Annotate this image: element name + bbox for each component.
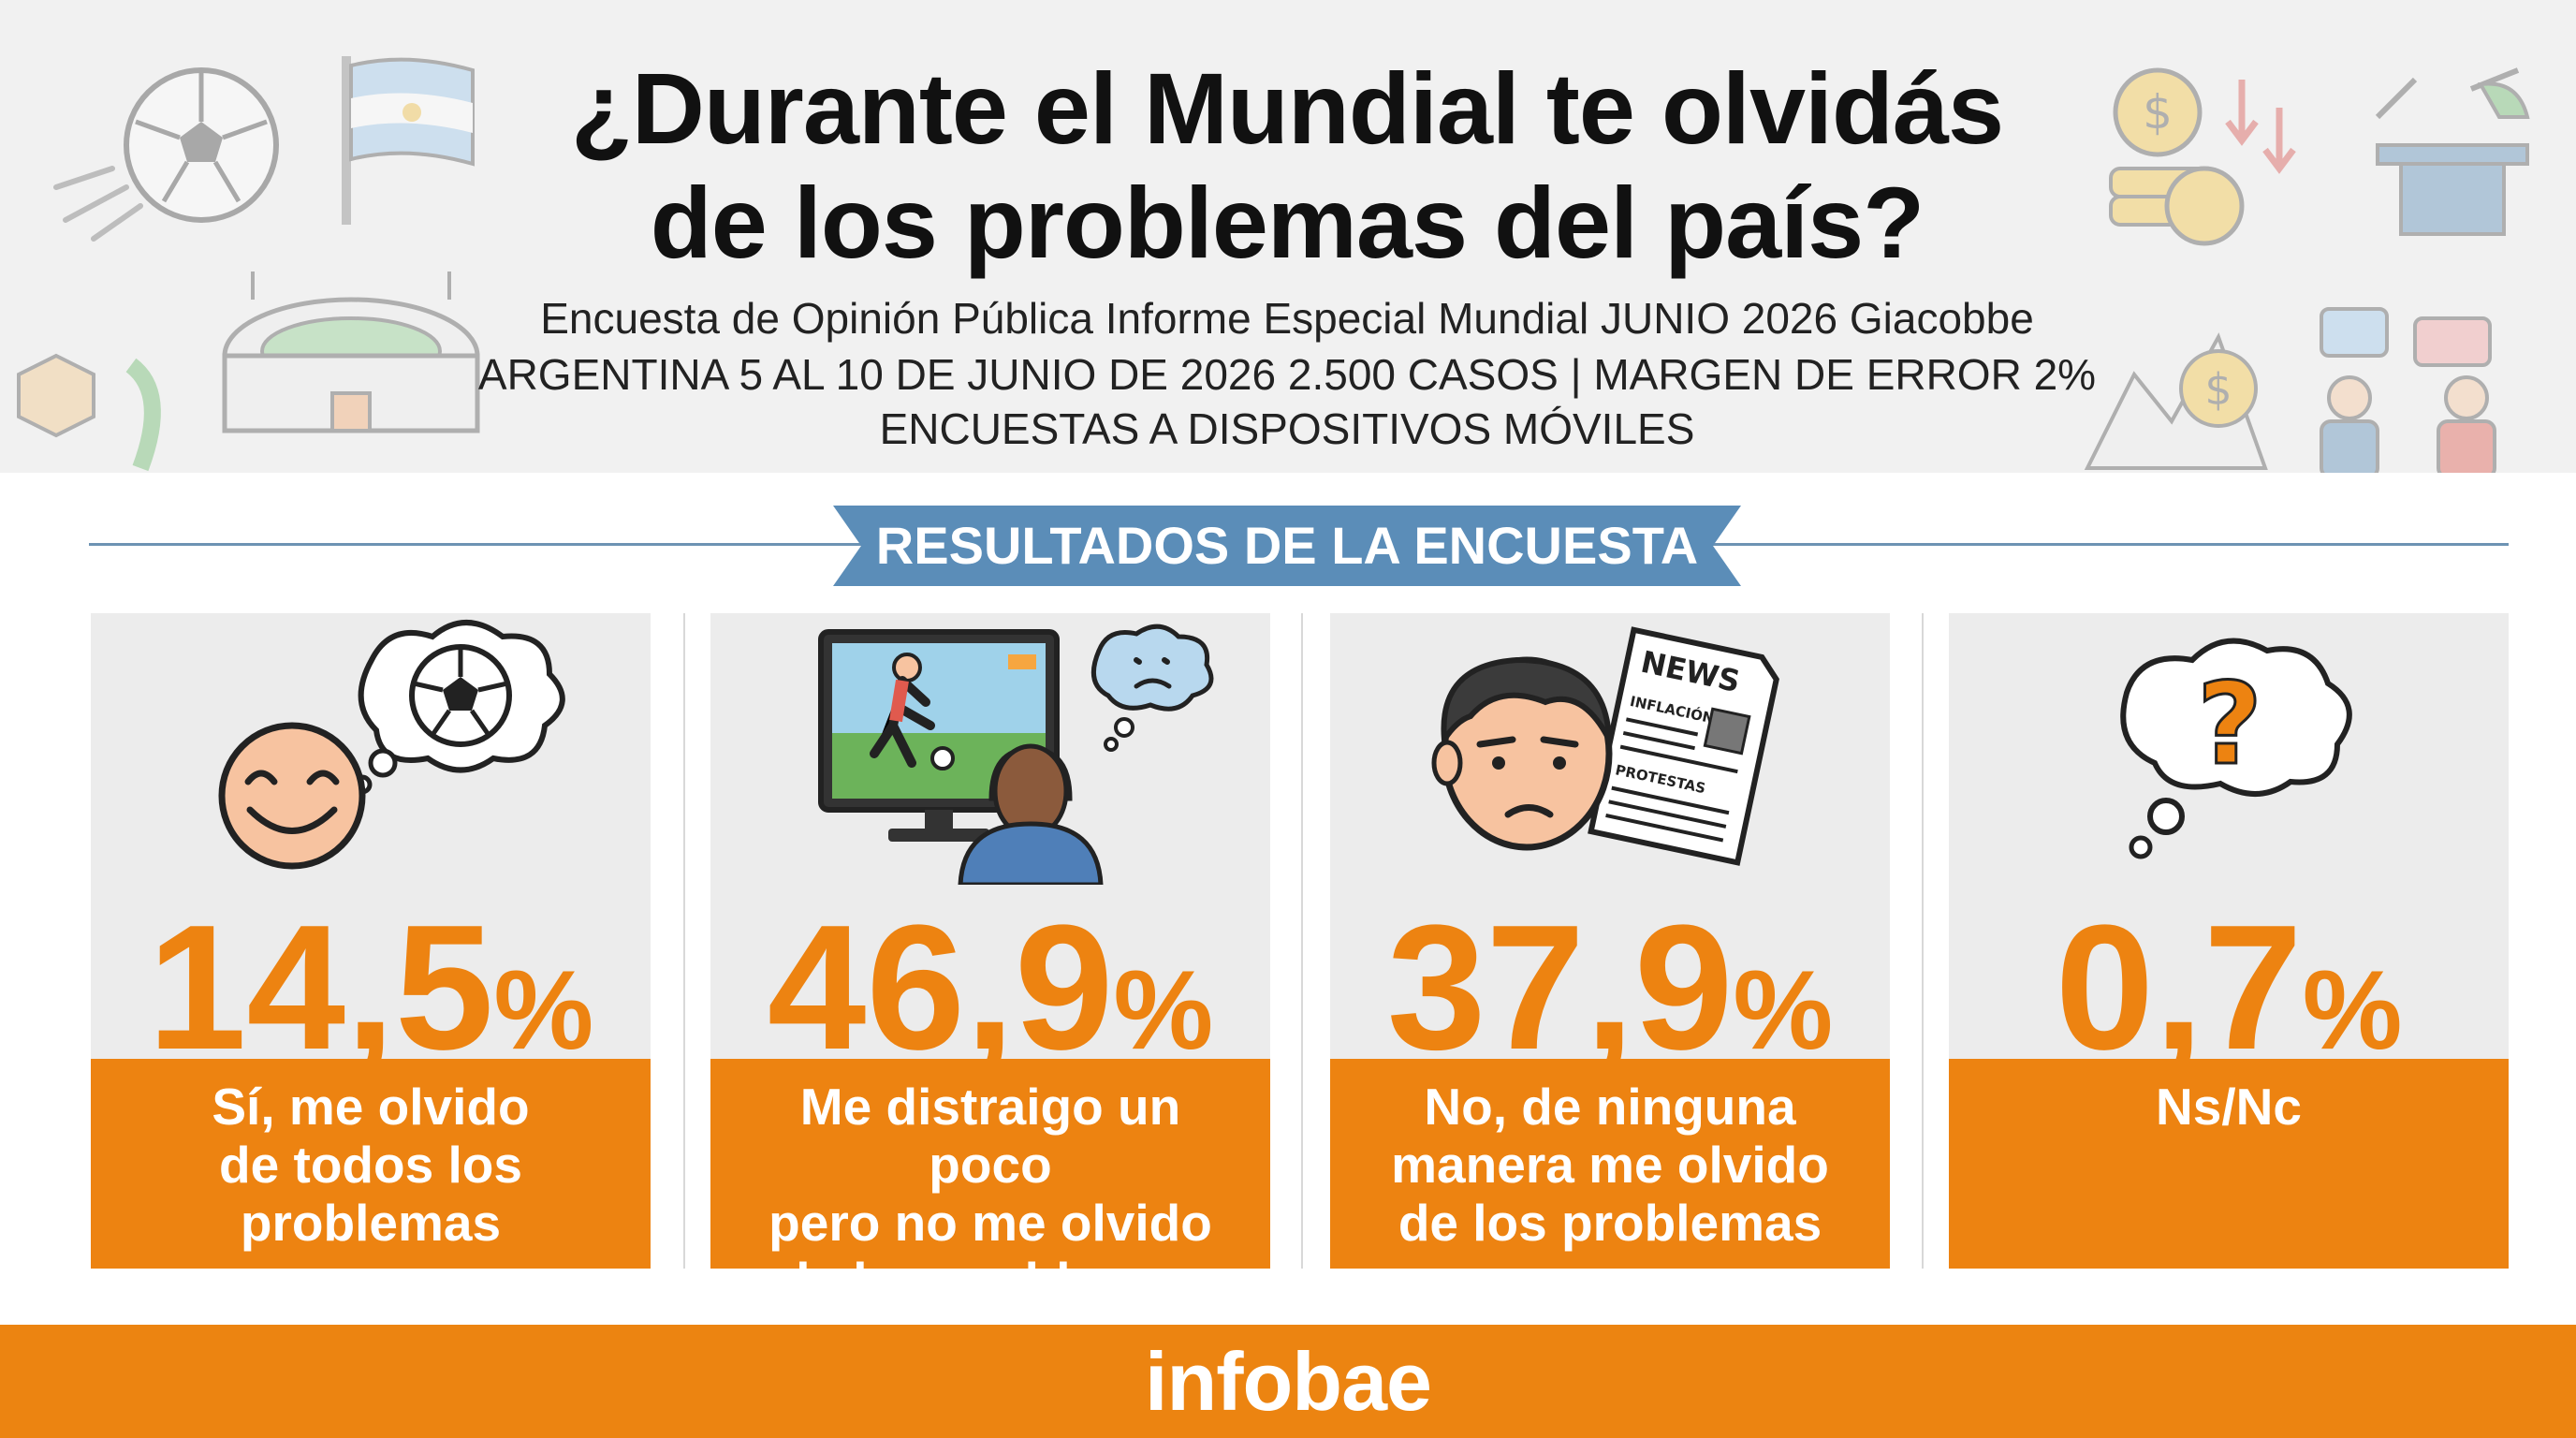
footer: infobae bbox=[0, 1325, 2576, 1438]
result-value-4-number: 0,7 bbox=[2055, 888, 2303, 1087]
svg-text:$: $ bbox=[2204, 364, 2232, 415]
soccer-ball-icon bbox=[53, 67, 279, 242]
result-label-1-line-3: problemas bbox=[240, 1194, 502, 1252]
card-divider-3 bbox=[1922, 613, 1924, 1269]
result-label-3: No, de ninguna manera me olvido de los p… bbox=[1391, 1078, 1829, 1252]
result-label-1-line-1: Sí, me olvido bbox=[212, 1078, 530, 1136]
result-value-4: 0,7% bbox=[1949, 894, 2509, 1081]
result-label-box-2: Me distraigo un poco pero no me olvido d… bbox=[710, 1059, 1270, 1310]
subtitle-line-2: ARGENTINA 5 AL 10 DE JUNIO DE 2026 2.500… bbox=[477, 350, 2097, 399]
result-label-3-line-3: de los problemas bbox=[1398, 1194, 1822, 1252]
page-title: ¿Durante el Mundial te olvidás de los pr… bbox=[281, 51, 2293, 280]
result-label-box-3: No, de ninguna manera me olvido de los p… bbox=[1330, 1059, 1890, 1269]
coins-down-icon: $ bbox=[2109, 67, 2296, 246]
debate-people-icon bbox=[2320, 307, 2496, 473]
section-rule-left bbox=[89, 543, 866, 546]
title-line-1: ¿Durante el Mundial te olvidás bbox=[570, 51, 2004, 165]
card-divider-2 bbox=[1301, 613, 1303, 1269]
result-card-1: 14,5% Sí, me olvido de todos los problem… bbox=[91, 613, 651, 1269]
result-card-2: 46,9% Me distraigo un poco pero no me ol… bbox=[710, 613, 1270, 1310]
result-value-1-number: 14,5 bbox=[147, 888, 494, 1087]
section-rule-right bbox=[1708, 543, 2509, 546]
result-value-2: 46,9% bbox=[710, 894, 1270, 1081]
stadium-icon bbox=[222, 271, 480, 433]
result-label-1: Sí, me olvido de todos los problemas bbox=[212, 1078, 529, 1252]
tv-viewer-worried-icon bbox=[818, 624, 1214, 885]
header: $ $ ¿Durante el Mundial te olvidás de lo… bbox=[0, 0, 2576, 473]
happy-face-soccer-thought-icon bbox=[218, 620, 565, 870]
magic-hat-icon bbox=[2375, 67, 2530, 236]
result-label-2-line-3: de los problemas bbox=[778, 1252, 1203, 1310]
result-card-4: ? 0,7% Ns/Nc bbox=[1949, 613, 2509, 1269]
result-label-2-line-2: pero no me olvido bbox=[768, 1194, 1212, 1252]
network-icon bbox=[17, 353, 161, 472]
result-value-2-unit: % bbox=[1113, 947, 1214, 1073]
card-divider-1 bbox=[683, 613, 685, 1269]
brand-logo: infobae bbox=[1145, 1334, 1432, 1428]
subtitle-line-1: Encuesta de Opinión Pública Informe Espe… bbox=[540, 294, 2034, 343]
section-banner-label: RESULTADOS DE LA ENCUESTA bbox=[875, 516, 1699, 575]
result-value-1: 14,5% bbox=[91, 894, 651, 1081]
result-label-3-line-1: No, de ninguna bbox=[1424, 1078, 1796, 1136]
result-label-box-4: Ns/Nc bbox=[1949, 1059, 2509, 1269]
result-value-4-unit: % bbox=[2302, 947, 2403, 1073]
result-card-3: NEWS INFLACIÓN PROTESTAS 37,9% No, de ni… bbox=[1330, 613, 1890, 1269]
result-label-4-line-1: Ns/Nc bbox=[2156, 1078, 2302, 1136]
result-label-2-line-1: Me distraigo un poco bbox=[799, 1078, 1181, 1194]
section-banner: RESULTADOS DE LA ENCUESTA bbox=[833, 506, 1741, 586]
svg-text:$: $ bbox=[2143, 85, 2173, 139]
svg-text:?: ? bbox=[2197, 660, 2262, 790]
result-label-4: Ns/Nc bbox=[2156, 1078, 2302, 1136]
result-value-3-unit: % bbox=[1733, 947, 1834, 1073]
result-label-2: Me distraigo un poco pero no me olvido d… bbox=[739, 1078, 1242, 1310]
money-climb-icon: $ bbox=[2084, 332, 2268, 470]
title-line-2: de los problemas del país? bbox=[650, 166, 1925, 279]
serious-face-newspaper-icon: NEWS INFLACIÓN PROTESTAS bbox=[1431, 626, 1779, 866]
result-value-1-unit: % bbox=[493, 947, 594, 1073]
result-label-1-line-2: de todos los bbox=[219, 1136, 522, 1194]
result-label-box-1: Sí, me olvido de todos los problemas bbox=[91, 1059, 651, 1269]
argentina-flag-icon bbox=[342, 56, 475, 225]
result-value-3: 37,9% bbox=[1330, 894, 1890, 1081]
question-thought-icon: ? bbox=[2120, 638, 2352, 859]
subtitle-line-3: ENCUESTAS A DISPOSITIVOS MÓVILES bbox=[879, 404, 1695, 453]
result-label-3-line-2: manera me olvido bbox=[1391, 1136, 1829, 1194]
result-value-2-number: 46,9 bbox=[767, 888, 1114, 1087]
result-value-3-number: 37,9 bbox=[1386, 888, 1734, 1087]
